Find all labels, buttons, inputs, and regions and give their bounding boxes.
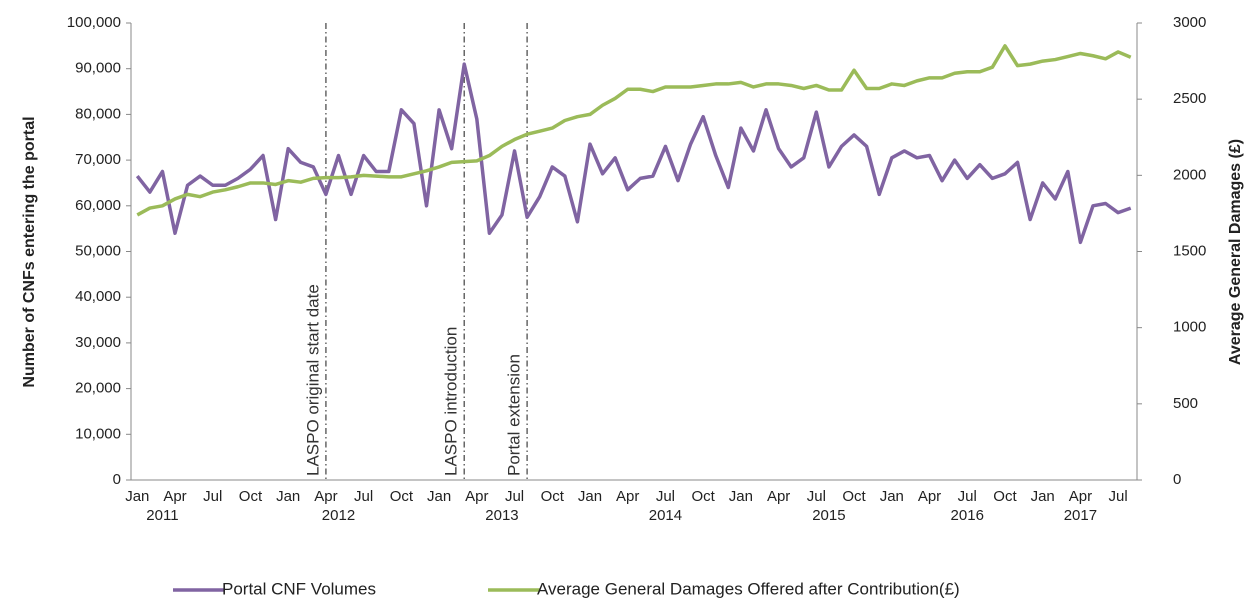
legend-label: Portal CNF Volumes [222,579,376,598]
x-tick-label: Jan [880,488,904,505]
series-line [135,62,1132,245]
y-tick-label: 70,000 [75,151,121,168]
x-tick-label: Oct [239,488,263,505]
series-line [136,44,1132,217]
x-tick-label: Apr [465,488,488,505]
y-tick-label: 40,000 [75,288,121,305]
x-tick-label: Oct [691,488,715,505]
x-tick-label: Jul [807,488,826,505]
x-tick-label: Apr [918,488,941,505]
x-tick-label: Apr [163,488,186,505]
y2-tick-label: 1500 [1173,242,1206,259]
x-tick-label: Jan [276,488,300,505]
x-tick-label: Jan [427,488,451,505]
legend-label: Average General Damages Offered after Co… [537,579,960,598]
y2-tick-label: 500 [1173,395,1198,412]
y2-tick-label: 3000 [1173,14,1206,31]
y2-axis-label: Average General Damages (£) [1227,139,1244,365]
x-tick-label: Jul [505,488,524,505]
x-group-label: 2013 [485,507,518,524]
x-group-label: 2017 [1064,507,1097,524]
annotation-text: LASPO introduction [442,327,461,476]
y-tick-label: 20,000 [75,380,121,397]
x-tick-label: Jul [656,488,675,505]
x-tick-label: Jul [203,488,222,505]
x-group-label: 2014 [649,507,682,524]
x-tick-label: Oct [993,488,1017,505]
x-tick-label: Jul [354,488,373,505]
y-tick-label: 50,000 [75,242,121,259]
y2-tick-label: 2500 [1173,90,1206,107]
y-tick-label: 10,000 [75,425,121,442]
x-group-label: 2011 [146,507,178,524]
x-group-label: 2016 [951,507,984,524]
x-tick-label: Apr [314,488,337,505]
x-group-label: 2015 [812,507,845,524]
y-axis-label: Number of CNFs entering the portal [21,116,38,387]
x-tick-label: Apr [767,488,790,505]
y2-tick-label: 1000 [1173,319,1206,336]
x-group-label: 2012 [322,507,355,524]
annotation-text: LASPO original start date [303,284,322,476]
x-tick-label: Jul [1109,488,1128,505]
y-tick-label: 90,000 [75,60,121,77]
x-tick-label: Oct [842,488,866,505]
x-tick-label: Jan [729,488,753,505]
y2-tick-label: 2000 [1173,166,1206,183]
x-tick-label: Jul [958,488,977,505]
annotation-text: Portal extension [505,354,524,476]
x-tick-label: Oct [390,488,414,505]
x-tick-label: Apr [1069,488,1092,505]
x-tick-label: Jan [1031,488,1055,505]
x-tick-label: Oct [541,488,565,505]
y-tick-label: 60,000 [75,197,121,214]
x-tick-label: Apr [616,488,639,505]
x-tick-label: Jan [125,488,149,505]
y-tick-label: 30,000 [75,334,121,351]
y2-tick-label: 0 [1173,471,1181,488]
y-tick-label: 100,000 [67,14,121,31]
y-tick-label: 0 [113,471,121,488]
y-tick-label: 80,000 [75,105,121,122]
x-tick-label: Jan [578,488,602,505]
